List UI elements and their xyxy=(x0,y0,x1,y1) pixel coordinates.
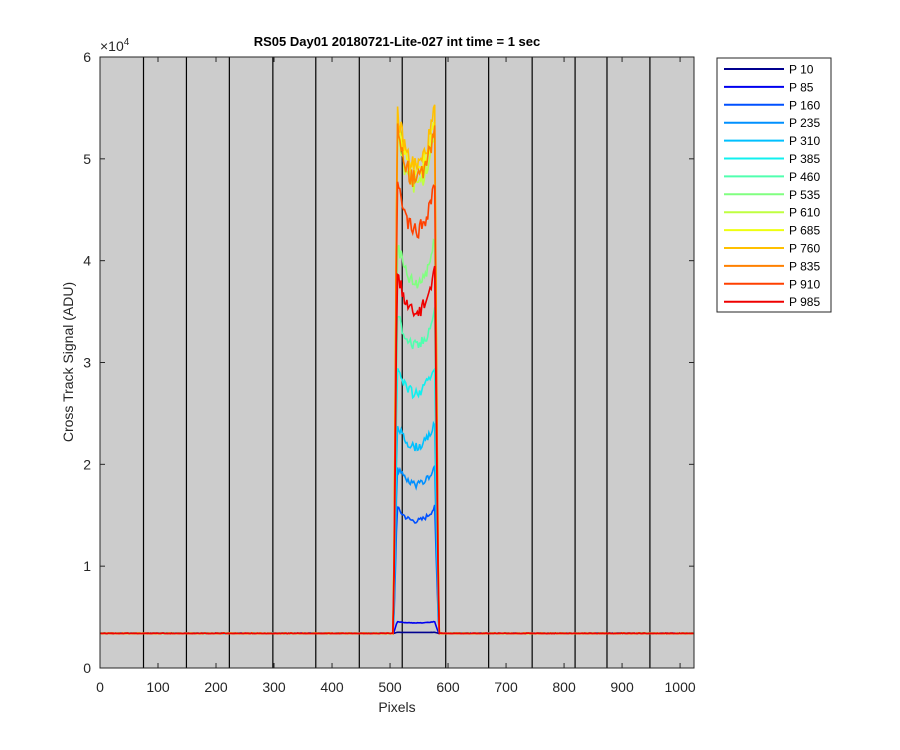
legend-entry: P 835 xyxy=(789,259,820,273)
x-axis-ticks: 0 100 200 300 400 500 600 700 800 900 1000 xyxy=(96,57,696,695)
y-tick-label: 2 xyxy=(83,456,91,472)
y-axis-label: Cross Track Signal (ADU) xyxy=(60,282,76,442)
legend-entry: P 10 xyxy=(789,63,814,77)
legend-entry: P 460 xyxy=(789,170,820,184)
x-tick-label: 0 xyxy=(96,679,104,695)
vertical-lines-group xyxy=(142,57,651,668)
y-axis-ticks: 0 1 2 3 4 5 6 xyxy=(83,49,694,676)
legend-entry: P 160 xyxy=(789,98,820,112)
x-tick-label: 700 xyxy=(494,679,518,695)
legend-entry: P 235 xyxy=(789,116,820,130)
x-tick-label: 800 xyxy=(552,679,576,695)
y-tick-label: 1 xyxy=(83,558,91,574)
y-tick-label: 4 xyxy=(83,253,91,269)
legend-entry: P 685 xyxy=(789,224,820,238)
legend-entry: P 385 xyxy=(789,152,820,166)
legend-entry: P 610 xyxy=(789,206,820,220)
series-group xyxy=(100,104,694,636)
y-tick-label: 6 xyxy=(83,49,91,65)
legend-entry: P 985 xyxy=(789,295,820,309)
x-axis-label: Pixels xyxy=(378,699,415,715)
chart-title: RS05 Day01 20180721-Lite-027 int time = … xyxy=(254,34,541,49)
x-tick-label: 1000 xyxy=(665,679,696,695)
y-tick-label: 0 xyxy=(83,660,91,676)
x-tick-label: 200 xyxy=(204,679,228,695)
x-tick-label: 500 xyxy=(378,679,402,695)
x-tick-label: 100 xyxy=(146,679,170,695)
series-line xyxy=(100,265,694,635)
x-tick-label: 600 xyxy=(436,679,460,695)
y-exponent-power: 4 xyxy=(124,37,130,48)
y-tick-label: 5 xyxy=(83,151,91,167)
legend-entry: P 85 xyxy=(789,80,814,94)
y-exponent-base: ×10 xyxy=(100,38,124,54)
y-tick-label: 3 xyxy=(83,355,91,371)
x-tick-label: 400 xyxy=(320,679,344,695)
y-exponent-label: ×104 xyxy=(100,37,130,54)
legend-entry: P 535 xyxy=(789,188,820,202)
legend-entry: P 310 xyxy=(789,134,820,148)
legend: P 10 P 85 P 160 P 235 P 310 P 385 P 460 P 535 P … xyxy=(716,57,832,313)
legend-entry: P 760 xyxy=(789,242,820,256)
legend-entry: P 910 xyxy=(789,277,820,291)
legend-box xyxy=(716,57,832,313)
x-tick-label: 900 xyxy=(610,679,634,695)
x-tick-label: 300 xyxy=(262,679,286,695)
